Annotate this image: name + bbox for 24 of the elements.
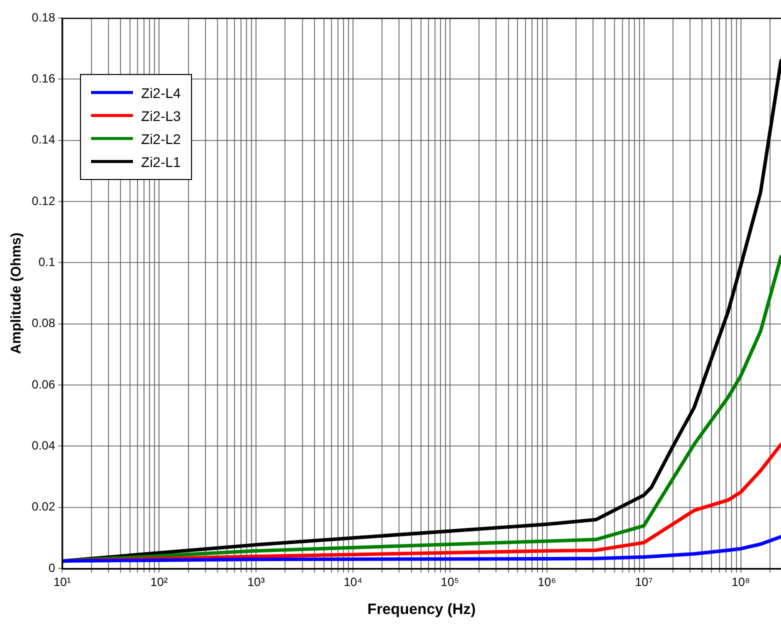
- y-tick-label: 0.08: [32, 316, 56, 330]
- x-tick-label: 10¹: [53, 575, 71, 590]
- x-tick-label: 10⁵: [440, 575, 460, 590]
- legend-label: Zi2-L1: [141, 154, 181, 170]
- x-tick-label: 10⁶: [538, 575, 556, 590]
- x-axis-title: Frequency (Hz): [367, 601, 476, 618]
- x-tick-label: 10⁷: [634, 575, 653, 590]
- y-tick-label: 0.16: [32, 71, 56, 86]
- y-tick-label: 0.1: [38, 255, 56, 270]
- x-tick-label: 10²: [150, 575, 168, 590]
- y-tick-label: 0.02: [32, 500, 56, 514]
- y-axis-title: Amplitude (Ohms): [7, 232, 24, 354]
- x-tick-label: 10⁴: [344, 575, 362, 590]
- legend-label: Zi2-L4: [141, 84, 181, 100]
- y-tick-label: 0.04: [32, 438, 56, 453]
- y-tick-label: 0.12: [32, 194, 56, 208]
- x-tick-label: 10³: [247, 575, 265, 590]
- y-tick-label: 0.18: [32, 10, 56, 24]
- y-tick-label: 0: [48, 560, 56, 575]
- legend-label: Zi2-L2: [141, 130, 181, 146]
- y-tick-label: 0.14: [32, 132, 56, 147]
- y-tick-label: 0.06: [32, 377, 56, 392]
- legend-label: Zi2-L3: [141, 108, 181, 124]
- x-tick-label: 10⁸: [732, 575, 750, 590]
